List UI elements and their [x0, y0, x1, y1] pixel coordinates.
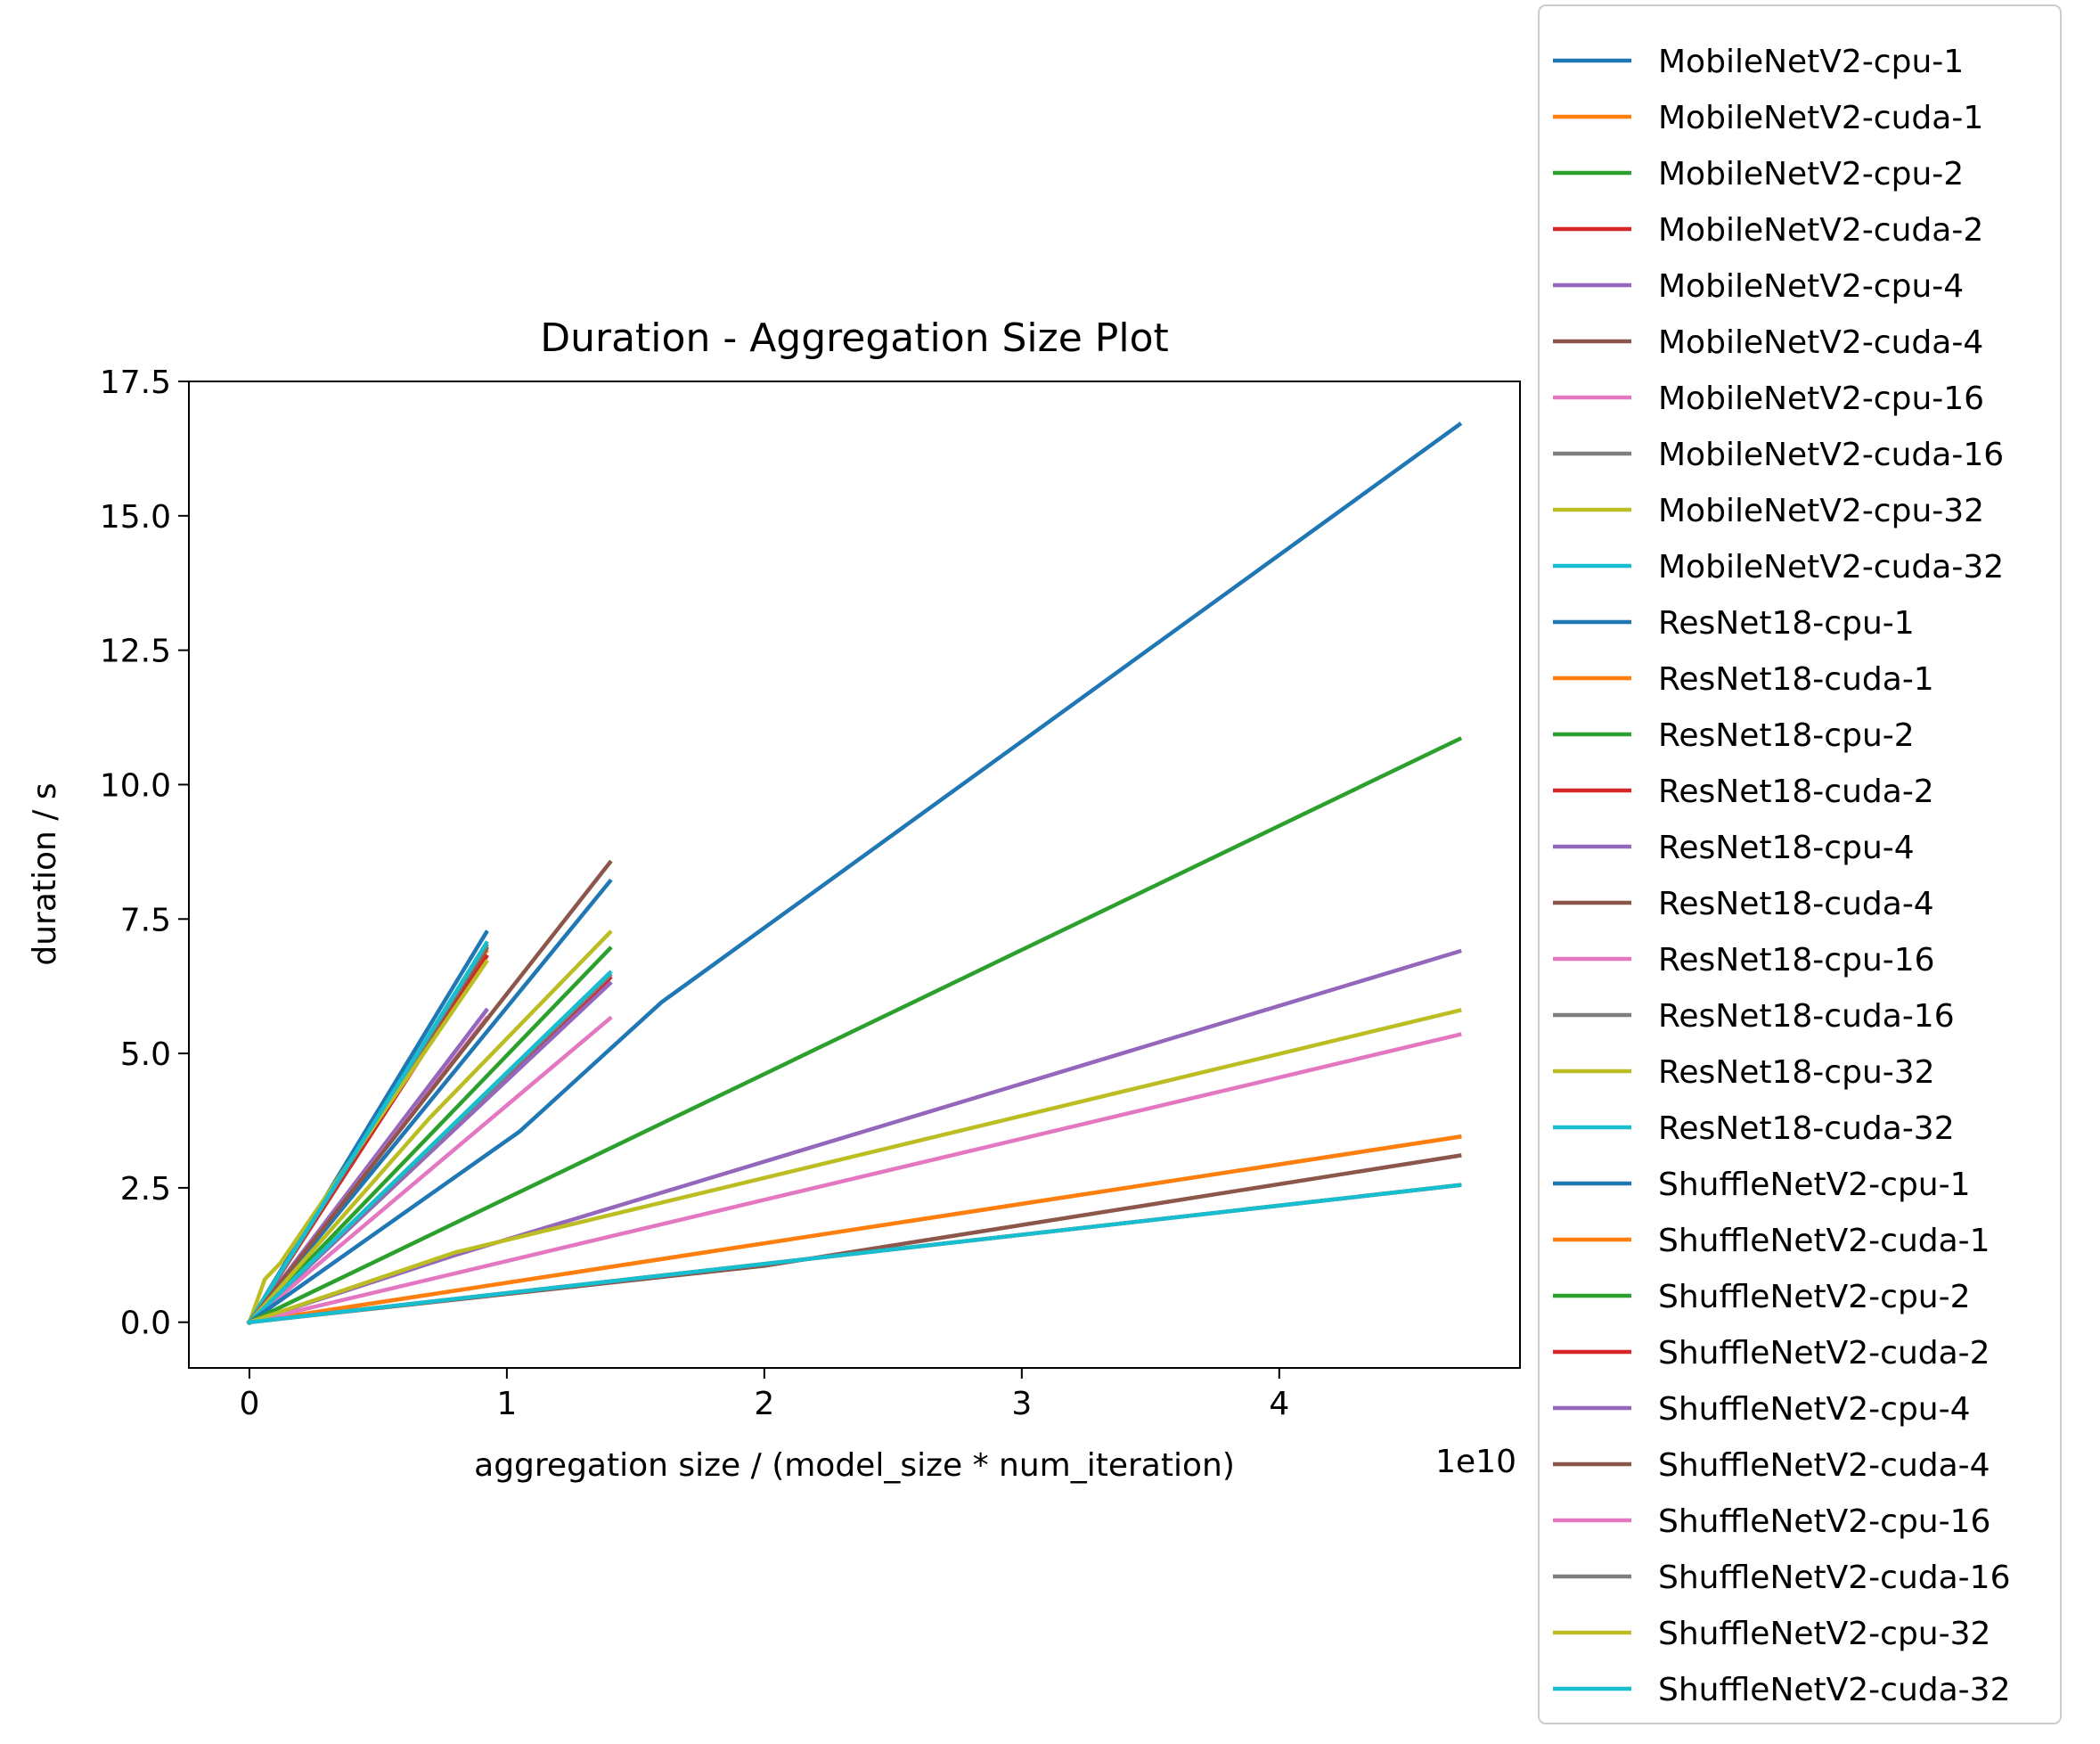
y-tick-label: 5.0 — [120, 1036, 171, 1073]
series-line-ResNet18-cpu-2 — [246, 946, 613, 1325]
legend-entry-label: MobileNetV2-cuda-4 — [1658, 324, 1983, 361]
series-line-MobileNetV2-cuda-32 — [246, 940, 489, 1325]
legend-entry-label: ResNet18-cuda-1 — [1658, 661, 1934, 698]
legend-frame — [1538, 4, 2062, 1724]
series-line-ShuffleNetV2-cuda-1 — [247, 1134, 1462, 1325]
series-line-ResNet18-cuda-32 — [246, 970, 613, 1325]
series-line-ShuffleNetV2-cpu-2 — [246, 736, 1463, 1325]
legend-entry-label: MobileNetV2-cuda-2 — [1658, 212, 1983, 249]
x-axis-label: aggregation size / (model_size * num_ite… — [474, 1447, 1235, 1484]
legend-entry-label: ResNet18-cuda-2 — [1658, 774, 1934, 810]
legend-entry-label: ShuffleNetV2-cuda-2 — [1658, 1335, 1990, 1371]
legend-entry-label: ResNet18-cpu-1 — [1658, 605, 1915, 642]
legend-entry-label: ResNet18-cuda-32 — [1658, 1110, 1955, 1147]
x-axis-ticks: 0 1 2 3 4 — [239, 1368, 1289, 1422]
x-tick-label: 3 — [1011, 1386, 1032, 1422]
series-line-ResNet18-cpu-16 — [246, 1015, 613, 1325]
series-line-ShuffleNetV2-cpu-16 — [247, 1032, 1462, 1325]
legend-entry-label: ResNet18-cpu-2 — [1658, 717, 1915, 754]
plot-area-frame — [188, 381, 1521, 1369]
legend-entry-label: MobileNetV2-cpu-32 — [1658, 493, 1984, 529]
x-tick-label: 0 — [239, 1386, 259, 1422]
y-tick-label: 17.5 — [100, 364, 171, 401]
legend-entry-label: ShuffleNetV2-cpu-32 — [1658, 1616, 1990, 1652]
legend-entry-label: ShuffleNetV2-cpu-16 — [1658, 1503, 1990, 1540]
legend-entry-label: MobileNetV2-cpu-16 — [1658, 381, 1984, 417]
series-line-ResNet18-cuda-4 — [246, 859, 613, 1325]
y-axis-ticks: 0.0 2.5 5.0 7.5 10.0 12.5 15.0 17.5 — [100, 364, 189, 1342]
x-tick-label: 2 — [754, 1386, 774, 1422]
legend-entry-label: ResNet18-cuda-16 — [1658, 998, 1955, 1035]
y-tick-label: 10.0 — [100, 767, 171, 804]
legend-entry-label: ShuffleNetV2-cuda-32 — [1658, 1672, 2010, 1708]
y-tick-label: 12.5 — [100, 634, 171, 670]
legend-entry-label: MobileNetV2-cpu-2 — [1658, 156, 1964, 192]
series-line-ShuffleNetV2-cpu-1 — [246, 422, 1463, 1325]
legend-entry-label: ResNet18-cpu-16 — [1658, 942, 1935, 978]
x-tick-label: 1 — [496, 1386, 517, 1422]
legend-entry-label: ResNet18-cuda-4 — [1658, 886, 1934, 922]
series-layer — [246, 422, 1463, 1325]
x-axis-offset-label: 1e10 — [1435, 1444, 1516, 1480]
legend-entry-label: ShuffleNetV2-cuda-4 — [1658, 1447, 1990, 1484]
series-line-MobileNetV2-cpu-32 — [247, 959, 489, 1325]
legend: MobileNetV2-cpu-1 MobileNetV2-cuda-1 Mobil… — [1538, 4, 2062, 1724]
legend-entry-label: ResNet18-cpu-4 — [1658, 830, 1915, 866]
series-line-ShuffleNetV2-cpu-32 — [247, 1008, 1462, 1325]
y-axis-label: duration / s — [27, 782, 63, 965]
legend-entry-label: ShuffleNetV2-cpu-4 — [1658, 1391, 1971, 1428]
legend-entry-label: ShuffleNetV2-cuda-1 — [1658, 1223, 1990, 1259]
legend-entry-label: MobileNetV2-cpu-4 — [1658, 268, 1964, 305]
legend-entry-label: ShuffleNetV2-cpu-1 — [1658, 1167, 1971, 1203]
legend-entry-label: MobileNetV2-cpu-1 — [1658, 44, 1964, 80]
y-tick-label: 2.5 — [120, 1171, 171, 1208]
legend-entry-label: ShuffleNetV2-cpu-2 — [1658, 1279, 1971, 1315]
x-tick-label: 4 — [1269, 1386, 1289, 1422]
legend-entry-label: ResNet18-cpu-32 — [1658, 1054, 1935, 1091]
series-line-ShuffleNetV2-cuda-32 — [247, 1183, 1462, 1325]
legend-entry-label: MobileNetV2-cuda-16 — [1658, 437, 2004, 473]
y-tick-label: 0.0 — [120, 1306, 171, 1342]
y-tick-label: 7.5 — [120, 902, 171, 938]
legend-entry-label: MobileNetV2-cuda-1 — [1658, 100, 1983, 136]
series-line-ResNet18-cpu-32 — [246, 929, 613, 1325]
y-tick-label: 15.0 — [100, 499, 171, 536]
legend-entry-label: MobileNetV2-cuda-32 — [1658, 549, 2004, 585]
legend-entry-label: ShuffleNetV2-cuda-16 — [1658, 1560, 2010, 1596]
chart-title: Duration - Aggregation Size Plot — [540, 315, 1169, 361]
